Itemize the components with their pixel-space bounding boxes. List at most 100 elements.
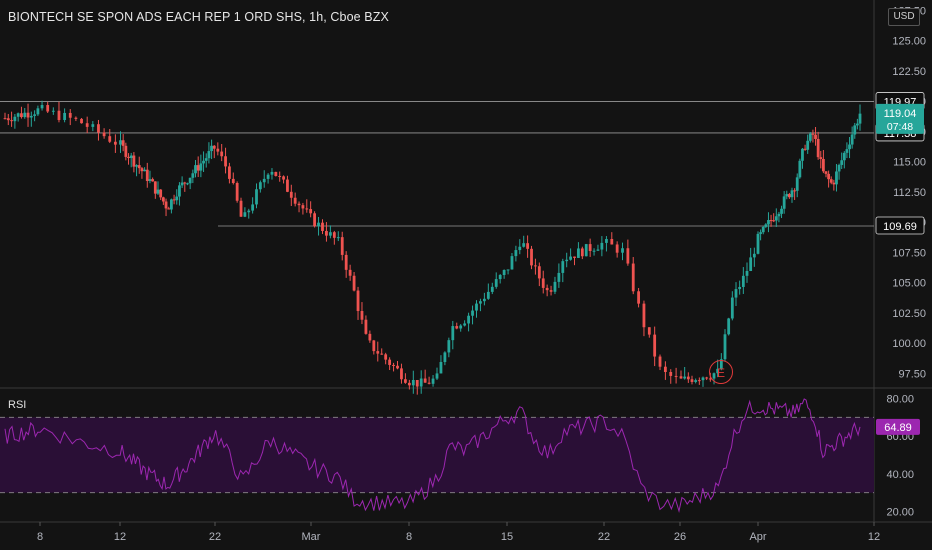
candle-body (392, 364, 395, 366)
candle-body (506, 269, 510, 271)
candle-body (580, 248, 584, 257)
candle-body (202, 160, 205, 164)
candle-body (774, 216, 778, 221)
candle-body (332, 232, 336, 238)
candle-body (10, 120, 13, 122)
candle-body (490, 286, 494, 292)
candle-body (749, 257, 753, 272)
time-tick-label: 15 (501, 531, 513, 543)
candle-body (683, 376, 687, 379)
candle-body (325, 230, 328, 236)
candle-body (186, 183, 189, 185)
candle-body (376, 351, 380, 354)
last-price-label: 119.04 (884, 108, 917, 120)
candle-body (819, 157, 823, 159)
candle-body (108, 136, 112, 142)
candle-body (119, 140, 122, 145)
candle-body (63, 112, 67, 121)
candle-body (858, 113, 862, 124)
candle-body (121, 140, 125, 146)
candle-body (780, 208, 783, 214)
candle-body (97, 124, 100, 133)
candle-body (686, 376, 690, 380)
time-tick-label: 12 (114, 531, 126, 543)
price-tick-label: 102.50 (892, 308, 926, 320)
candle-body (631, 263, 635, 292)
candle-body (16, 113, 20, 117)
candle-body (626, 248, 630, 264)
price-tick-label: 125.00 (892, 36, 926, 48)
candle-body (247, 210, 251, 213)
candle-body (647, 327, 651, 335)
candle-body (829, 179, 833, 183)
candle-body (23, 112, 27, 118)
candle-body (795, 177, 799, 191)
candle-body (3, 118, 7, 120)
candle-body (701, 377, 705, 381)
candle-body (793, 190, 797, 192)
candle-body (730, 297, 734, 319)
rsi-line[interactable] (4, 398, 861, 513)
candle-body (132, 155, 136, 167)
candle-body (161, 197, 165, 202)
candle-body (837, 164, 841, 172)
candle-body (658, 356, 662, 367)
time-tick-label: 8 (37, 531, 43, 543)
candle-body (615, 244, 619, 253)
candle-body (592, 250, 596, 252)
last-price-box (876, 103, 924, 134)
candle-body (738, 286, 742, 290)
candle-body (210, 145, 213, 152)
candle-body (605, 238, 608, 243)
time-tick-label: 12 (868, 531, 880, 543)
candle-body (380, 353, 384, 355)
candle-body (328, 232, 332, 236)
candle-body (518, 246, 522, 251)
candle-body (313, 213, 316, 227)
candle-body (419, 378, 423, 387)
candle-body (183, 182, 187, 184)
candle-body (404, 379, 407, 383)
candle-body (832, 182, 836, 185)
candle-body (309, 209, 313, 214)
candle-body (798, 160, 802, 178)
candle-body (549, 290, 553, 292)
candle-body (396, 365, 399, 369)
candle-body (423, 378, 427, 383)
candle-body (91, 124, 95, 127)
candle-body (228, 166, 231, 179)
candle-body (530, 248, 533, 266)
candle-body (286, 179, 289, 192)
candle-body (734, 289, 738, 298)
candle-body (821, 158, 825, 172)
candle-body (239, 200, 243, 217)
candle-body (431, 378, 435, 384)
candle-body (305, 208, 309, 210)
rsi-indicator-label[interactable]: RSI (8, 399, 27, 411)
price-tick-label: 122.50 (892, 66, 926, 78)
candle-body (537, 266, 541, 279)
candle-body (777, 213, 781, 217)
candle-body (196, 165, 200, 171)
candle-body (451, 326, 455, 341)
rsi-pane[interactable] (0, 398, 874, 513)
candle-body (33, 114, 37, 116)
candle-body (545, 287, 549, 291)
candle-body (204, 158, 208, 161)
candle-body (727, 318, 731, 335)
candle-body (407, 382, 411, 386)
candle-body (352, 275, 356, 291)
earnings-event-marker[interactable]: E (709, 360, 733, 384)
candle-body (188, 177, 192, 184)
candle-body (400, 368, 403, 380)
currency-button[interactable]: USD (888, 8, 920, 26)
chart-title[interactable]: BIONTECH SE SPON ADS EACH REP 1 ORD SHS,… (8, 10, 389, 24)
candle-body (372, 340, 376, 352)
candle-body (194, 165, 197, 174)
candle-body (297, 203, 301, 206)
candle-body (6, 118, 10, 121)
candle-body (621, 248, 624, 253)
candle-body (178, 185, 181, 197)
candle-body (340, 237, 344, 255)
